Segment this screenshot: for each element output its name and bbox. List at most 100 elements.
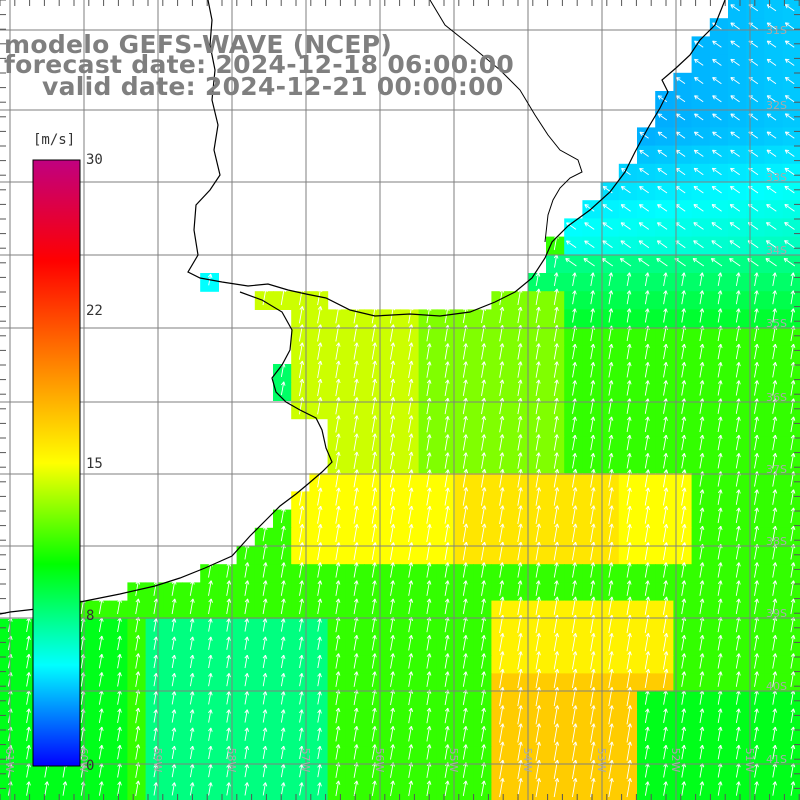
wind-arrow <box>626 580 632 596</box>
wind-arrow <box>535 361 541 378</box>
wind-arrow <box>754 744 759 760</box>
wind-arrow <box>772 416 778 433</box>
wind-arrow <box>517 379 523 396</box>
wind-arrow <box>499 416 505 433</box>
wind-arrow <box>644 596 651 615</box>
wind-arrow <box>298 342 305 360</box>
wind-arrow <box>699 416 705 433</box>
wind-arrow <box>499 434 505 451</box>
latitude-labels: 31S 32S 33S 34S 35S 36S 37S 38S 39S 40S 41S <box>766 24 787 766</box>
wind-arrow <box>766 204 777 212</box>
wind-arrow <box>462 562 468 578</box>
wind-arrow <box>790 453 796 469</box>
wind-arrow <box>98 726 104 742</box>
wind-arrow <box>730 58 740 66</box>
wind-arrow <box>444 487 450 506</box>
wind-arrow <box>462 361 468 378</box>
wind-arrow <box>644 487 651 506</box>
wind-arrow <box>681 744 687 760</box>
wind-arrow <box>189 709 195 723</box>
wind-arrow <box>117 781 122 796</box>
lat-label: 31S <box>766 24 787 37</box>
wind-arrow <box>681 487 687 506</box>
wind-arrow <box>535 434 541 451</box>
wind-arrow <box>226 673 231 687</box>
wind-arrow <box>571 759 578 779</box>
wind-arrow <box>298 524 305 542</box>
wind-arrow <box>335 524 341 542</box>
wind-arrow <box>517 288 523 305</box>
wind-arrow <box>608 272 614 286</box>
wind-arrow <box>317 782 322 796</box>
wind-arrow <box>135 598 141 615</box>
wind-arrow <box>317 636 322 650</box>
wind-arrow <box>572 580 577 596</box>
wind-arrow <box>389 397 396 415</box>
wind-arrow <box>790 708 796 723</box>
wind-arrow <box>735 507 741 524</box>
wind-arrow <box>353 397 359 415</box>
wind-arrow <box>694 77 704 84</box>
wind-arrow <box>735 671 741 687</box>
wind-arrow <box>335 342 341 360</box>
wind-arrow <box>390 598 395 615</box>
wind-arrow <box>772 580 778 596</box>
wind-arrow <box>98 598 104 615</box>
lat-label: 36S <box>766 391 787 404</box>
wind-arrow <box>790 489 796 505</box>
wind-arrow <box>189 654 195 669</box>
wind-arrow <box>699 726 705 742</box>
wind-arrow <box>371 378 377 397</box>
wind-arrow <box>408 342 414 360</box>
wind-arrow <box>681 290 686 305</box>
wind-arrow <box>408 653 414 669</box>
wind-arrow <box>608 687 614 707</box>
wind-arrow <box>729 222 741 230</box>
wind-arrow <box>208 727 213 741</box>
wind-arrow <box>626 524 632 542</box>
wind-arrow <box>462 780 468 797</box>
wind-arrow <box>298 505 305 524</box>
wind-arrow <box>408 505 414 524</box>
wind-arrow <box>499 361 505 378</box>
wind-arrow <box>663 380 668 396</box>
wind-arrow <box>663 272 668 286</box>
wind-arrow <box>553 434 559 451</box>
wind-arrow <box>280 745 286 760</box>
wind-arrow <box>353 653 359 669</box>
wind-arrow <box>735 343 741 360</box>
colorbar-tick-15: 15 <box>86 456 103 472</box>
wind-arrow <box>608 705 614 725</box>
wind-arrow <box>590 505 596 524</box>
wind-arrow <box>626 596 632 615</box>
wind-arrow <box>608 562 614 578</box>
wind-arrow <box>626 469 632 488</box>
wind-arrow <box>353 671 359 687</box>
wind-arrow <box>608 668 614 688</box>
wind-arrow <box>517 306 523 324</box>
wind-arrow <box>189 782 195 796</box>
wind-arrow <box>712 131 722 139</box>
wind-arrow <box>189 580 195 596</box>
wind-arrow <box>681 726 687 742</box>
wind-arrow <box>644 580 650 596</box>
wind-arrow <box>553 741 560 761</box>
wind-arrow <box>371 580 377 596</box>
wind-arrow <box>553 759 560 779</box>
wind-arrow <box>790 380 796 396</box>
wind-arrow <box>699 453 705 469</box>
wind-arrow <box>620 222 631 230</box>
wind-arrow <box>244 598 250 615</box>
wind-arrow <box>626 687 632 707</box>
wind-arrow <box>389 433 396 451</box>
wind-arrow <box>571 523 578 543</box>
wind-arrow <box>153 745 159 760</box>
wind-arrow <box>462 523 469 543</box>
wind-arrow <box>335 598 341 615</box>
wind-arrow <box>390 726 395 742</box>
wind-arrow <box>608 416 614 433</box>
wind-arrow <box>371 360 377 378</box>
wind-arrow <box>444 434 450 451</box>
wind-arrow <box>480 541 487 561</box>
wind-arrow <box>390 653 395 669</box>
